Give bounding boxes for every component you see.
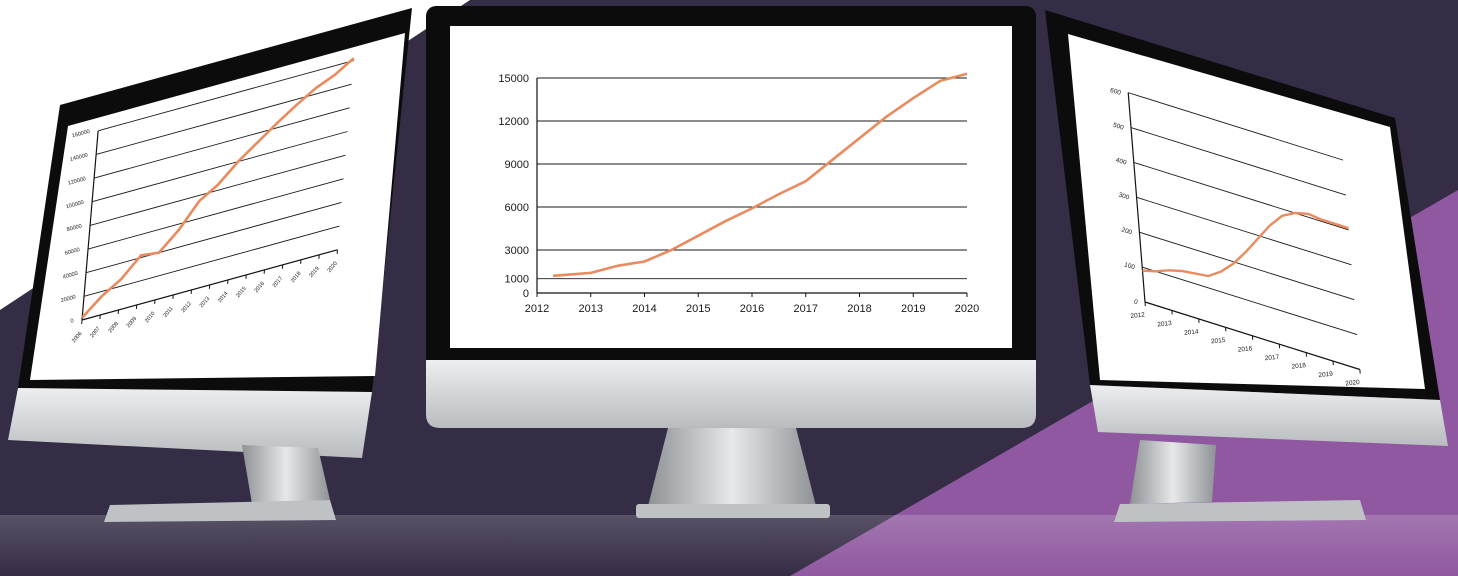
left-monitor-foot: [104, 500, 336, 522]
left-gridline: [98, 60, 354, 132]
center-y-tick-label: 1000: [505, 274, 529, 286]
center-x-tick-label: 2019: [901, 303, 925, 315]
left-gridline: [89, 154, 346, 226]
left-gridline: [85, 202, 342, 274]
right-x-tick-label: 2015: [1211, 337, 1226, 346]
background-band: [790, 190, 1458, 576]
right-x-tick-label: 2012: [1130, 311, 1145, 320]
center-x-tick-label: 2017: [794, 303, 818, 315]
right-gridline: [1128, 92, 1344, 161]
center-y-tick-label: 0: [523, 288, 529, 300]
left-monitor: 2006 2007 2008 2009 2010 2011 2012 2013 2014 2015…: [8, 8, 412, 522]
center-monitor-stand: [648, 428, 816, 506]
right-x-tick-label: 2020: [1345, 379, 1360, 388]
left-y-tick-label: 140000: [69, 152, 88, 163]
right-y-tick-label: 500: [1112, 122, 1125, 132]
center-monitor: 2012 2013 2014 2015 2016 2017 2018 2019 2020 0 10…: [426, 6, 1036, 518]
left-y-tick-label: 120000: [67, 176, 86, 187]
left-y-tick-label: 0: [70, 318, 75, 325]
left-gridline: [87, 178, 344, 250]
right-y-tick-label: 300: [1118, 192, 1131, 202]
left-gridline: [93, 107, 350, 179]
center-x-tick-label: 2018: [847, 303, 871, 315]
left-monitor-chin: [8, 388, 372, 458]
right-y-tick-label: 0: [1133, 298, 1139, 306]
center-x-tick-label: 2012: [525, 303, 549, 315]
right-x-tick-label: 2017: [1264, 354, 1279, 363]
center-x-tick-label: 2016: [740, 303, 764, 315]
center-monitor-chin: [426, 360, 1036, 428]
left-y-tick-label: 100000: [65, 200, 84, 211]
center-x-tick-label: 2013: [579, 303, 603, 315]
center-x-tick-label: 2014: [632, 303, 656, 315]
left-monitor-chart: 2006 2007 2008 2009 2010 2011 2012 2013 2014 2015…: [30, 33, 405, 380]
center-data-line: [553, 72, 968, 278]
center-x-tick-label: 2020: [955, 303, 979, 315]
right-gridline: [1142, 266, 1358, 336]
left-screen: [30, 33, 405, 380]
left-gridline: [91, 131, 348, 203]
left-gridline: [96, 83, 352, 155]
right-x-tick-label: 2013: [1157, 320, 1172, 329]
left-y-tick-label: 80000: [66, 223, 82, 233]
right-gridline: [1133, 161, 1349, 231]
left-gridline: [83, 225, 340, 297]
center-monitor-foot: [636, 504, 830, 518]
right-x-tick-label: 2018: [1291, 362, 1306, 371]
right-y-tick-label: 100: [1123, 261, 1136, 271]
right-gridline: [1130, 127, 1347, 196]
right-monitor-chart: 2012 2013 2014 2015 2016 2017 2018 2019 2020 0 10…: [1068, 34, 1425, 389]
right-monitor-foot: [1114, 500, 1366, 522]
center-screen: [450, 26, 1012, 348]
left-monitor-stand: [242, 445, 330, 504]
center-y-tick-label: 3000: [505, 245, 529, 257]
right-monitor: 2012 2013 2014 2015 2016 2017 2018 2019 2020 0 10…: [1045, 10, 1448, 522]
left-data-line: [81, 57, 355, 319]
right-gridline: [1136, 196, 1352, 266]
floor-reflection: [0, 515, 1458, 576]
left-y-tick-label: 40000: [62, 271, 78, 281]
right-y-tick-label: 600: [1109, 87, 1122, 97]
left-y-tick-label: 160000: [71, 129, 90, 140]
right-y-tick-label: 200: [1120, 227, 1133, 237]
right-monitor-chin: [1090, 385, 1448, 446]
left-y-tick-label: 60000: [64, 247, 80, 257]
right-x-tick-label: 2019: [1318, 371, 1333, 380]
center-y-tick-label: 6000: [505, 202, 529, 214]
right-x-tick-label: 2014: [1184, 328, 1199, 337]
right-gridline: [1139, 231, 1355, 301]
right-data-line: [1142, 211, 1349, 278]
right-y-axis: [1127, 92, 1146, 303]
center-y-tick-label: 15000: [498, 73, 529, 85]
right-screen: [1068, 34, 1425, 389]
center-x-tick-label: 2015: [686, 303, 710, 315]
right-x-tick-label: 2016: [1238, 345, 1253, 354]
right-monitor-stand: [1130, 440, 1216, 504]
right-y-tick-label: 400: [1115, 157, 1128, 167]
center-y-tick-label: 9000: [505, 159, 529, 171]
left-y-tick-label: 20000: [60, 294, 76, 304]
center-y-tick-label: 12000: [498, 116, 529, 128]
